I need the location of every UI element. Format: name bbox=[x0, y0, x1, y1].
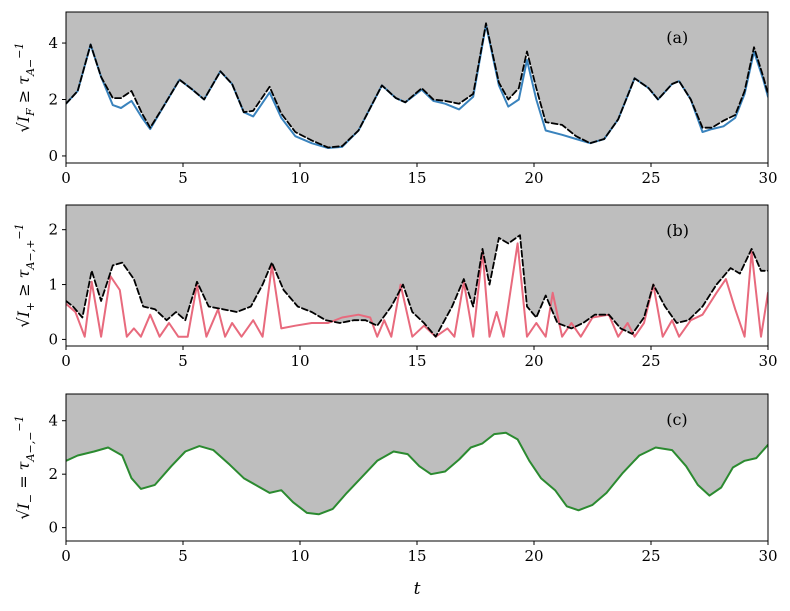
excluded-region-fill bbox=[66, 205, 768, 337]
excluded-region-fill bbox=[66, 12, 768, 148]
x-tick-label: 20 bbox=[524, 169, 543, 187]
x-tick-label: 30 bbox=[758, 169, 777, 187]
y-tick-label: 0 bbox=[48, 147, 58, 165]
x-tick-label: 0 bbox=[61, 352, 71, 370]
y-tick-label: 4 bbox=[48, 34, 58, 52]
x-tick-label: 5 bbox=[178, 169, 188, 187]
y-tick-label: 2 bbox=[48, 221, 58, 239]
x-tick-label: 5 bbox=[178, 547, 188, 565]
panel-a: 0 5 10 15 20 25 30 0 2 4 (a) √IF ≥ τA−−1 bbox=[13, 11, 778, 187]
y-tick-label: 2 bbox=[48, 90, 58, 108]
excluded-region-fill bbox=[66, 394, 768, 515]
y-tick-label: 2 bbox=[48, 465, 58, 483]
y-axis-label: √I+ ≥ τA−,+−1 bbox=[13, 223, 37, 327]
series-line-dashed-black bbox=[66, 234, 768, 338]
x-tick-label: 10 bbox=[290, 547, 309, 565]
x-tick-label: 5 bbox=[178, 352, 188, 370]
panel-tag: (c) bbox=[666, 410, 687, 429]
x-axis-label: t bbox=[414, 579, 421, 599]
x-tick-label: 0 bbox=[61, 169, 71, 187]
panel-b: 0 5 10 15 20 25 30 0 1 2 (b) √I+ ≥ τA−,+−1 bbox=[13, 204, 778, 370]
x-tick-label: 25 bbox=[641, 352, 660, 370]
x-tick-label: 10 bbox=[290, 169, 309, 187]
panel-tag: (a) bbox=[666, 28, 688, 47]
panel-c: 0 5 10 15 20 25 30 0 2 4 (c) √I− = τA−,−−1 bbox=[13, 393, 778, 565]
x-tick-label: 25 bbox=[641, 547, 660, 565]
y-tick-label: 1 bbox=[48, 276, 58, 294]
panel-tag: (b) bbox=[666, 221, 689, 240]
y-tick-label: 4 bbox=[48, 412, 58, 430]
x-tick-label: 25 bbox=[641, 169, 660, 187]
y-tick-label: 0 bbox=[48, 519, 58, 537]
x-tick-label: 20 bbox=[524, 352, 543, 370]
x-tick-label: 30 bbox=[758, 547, 777, 565]
x-tick-label: 15 bbox=[407, 352, 426, 370]
x-tick-label: 15 bbox=[407, 547, 426, 565]
series-line-solid-green bbox=[66, 431, 768, 516]
x-tick-label: 30 bbox=[758, 352, 777, 370]
y-tick-label: 0 bbox=[48, 330, 58, 348]
y-axis-label: √I− = τA−,−−1 bbox=[13, 415, 37, 519]
x-tick-label: 20 bbox=[524, 547, 543, 565]
x-tick-label: 10 bbox=[290, 352, 309, 370]
x-tick-label: 0 bbox=[61, 547, 71, 565]
x-tick-label: 15 bbox=[407, 169, 426, 187]
series-line-dashed-black bbox=[66, 22, 768, 149]
y-axis-label: √IF ≥ τA−−1 bbox=[13, 43, 37, 133]
